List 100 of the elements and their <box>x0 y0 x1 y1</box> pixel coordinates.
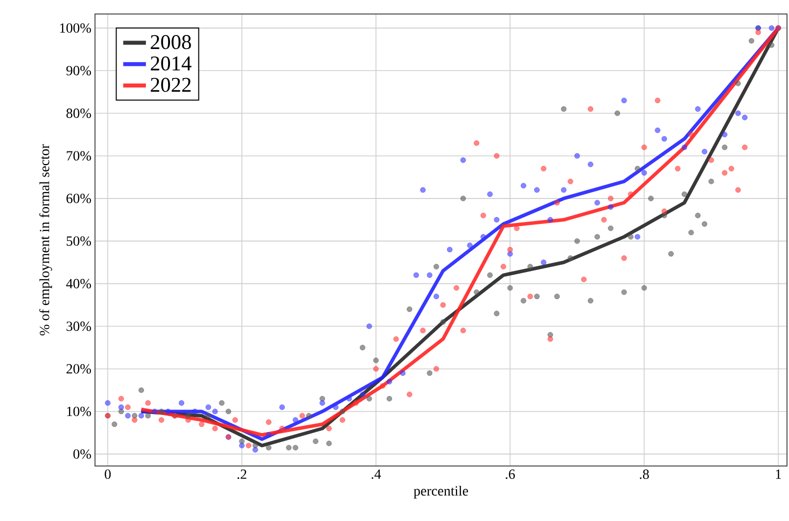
y-tick-label: 90% <box>66 66 91 76</box>
point <box>608 204 614 210</box>
point <box>735 187 741 193</box>
point <box>494 216 500 223</box>
y-tick-label: 70% <box>66 151 91 161</box>
point <box>132 417 138 423</box>
point <box>158 417 164 423</box>
point <box>198 421 204 428</box>
point <box>393 336 399 342</box>
y-tick-label: 100% <box>60 23 91 33</box>
point <box>118 396 124 402</box>
point <box>695 106 701 112</box>
point <box>654 98 660 104</box>
point <box>487 191 493 197</box>
point <box>722 132 728 138</box>
point <box>674 166 680 172</box>
y-axis-title: % of employment in formal sector <box>39 144 52 336</box>
point <box>246 442 252 448</box>
point <box>420 187 426 193</box>
point <box>520 182 526 188</box>
point <box>320 400 326 406</box>
point <box>266 432 272 438</box>
point <box>682 144 688 150</box>
point <box>581 276 587 282</box>
point <box>400 370 406 376</box>
point <box>373 366 379 372</box>
point <box>654 128 660 134</box>
point <box>299 412 305 419</box>
point <box>540 166 546 172</box>
point <box>434 294 440 300</box>
point <box>279 404 285 410</box>
point <box>340 417 346 423</box>
point <box>178 400 184 406</box>
point <box>742 144 748 150</box>
point <box>440 302 446 308</box>
point <box>688 132 694 138</box>
point <box>386 378 392 384</box>
point <box>755 30 761 36</box>
y-tick-label: 40% <box>66 278 91 288</box>
point <box>366 323 372 330</box>
point <box>534 187 540 193</box>
point <box>426 272 432 278</box>
point <box>480 212 486 218</box>
point <box>662 208 668 214</box>
point <box>588 162 594 168</box>
point <box>239 442 245 448</box>
point <box>507 246 513 252</box>
point <box>460 328 466 334</box>
y-tick-label: 10% <box>67 406 91 416</box>
point <box>138 412 144 419</box>
legend-label: 2022 <box>150 78 191 92</box>
legend-label: 2008 <box>150 35 191 50</box>
point <box>353 400 359 406</box>
point <box>104 400 111 406</box>
point <box>406 392 412 398</box>
x-axis-title: percentile <box>414 486 468 498</box>
point <box>467 242 473 248</box>
point <box>474 140 480 146</box>
point <box>634 234 640 240</box>
point <box>454 285 460 291</box>
point <box>152 408 158 414</box>
point <box>360 392 366 398</box>
point <box>125 404 131 410</box>
point <box>554 200 560 206</box>
point <box>206 404 212 410</box>
point <box>460 157 466 163</box>
point <box>728 166 734 172</box>
point <box>594 200 600 206</box>
point <box>118 404 124 410</box>
point <box>232 417 238 423</box>
point <box>621 255 627 261</box>
x-tick-label: 0 <box>104 470 111 479</box>
point <box>722 170 728 176</box>
point <box>494 153 500 159</box>
point <box>601 216 607 223</box>
point <box>266 419 272 425</box>
point <box>252 447 258 453</box>
y-tick-label: 80% <box>66 108 91 118</box>
y-tick-label: 30% <box>66 322 91 331</box>
legend-label: 2014 <box>150 56 192 71</box>
point <box>413 272 419 278</box>
y-tick-label: 50% <box>66 236 91 246</box>
point <box>702 148 708 154</box>
point <box>742 114 748 120</box>
point <box>574 153 580 159</box>
point <box>145 400 151 406</box>
x-tick-label: .2 <box>238 470 246 479</box>
point <box>608 196 614 202</box>
y-tick-label: 20% <box>66 364 91 374</box>
point <box>380 383 386 389</box>
point <box>507 251 513 257</box>
point <box>500 264 506 270</box>
point <box>641 144 647 150</box>
y-tick-label: 60% <box>66 194 91 204</box>
x-tick-label: .6 <box>506 470 515 479</box>
point <box>662 136 668 142</box>
point <box>708 157 714 163</box>
point <box>326 426 332 432</box>
point <box>434 366 440 372</box>
point <box>125 412 131 419</box>
